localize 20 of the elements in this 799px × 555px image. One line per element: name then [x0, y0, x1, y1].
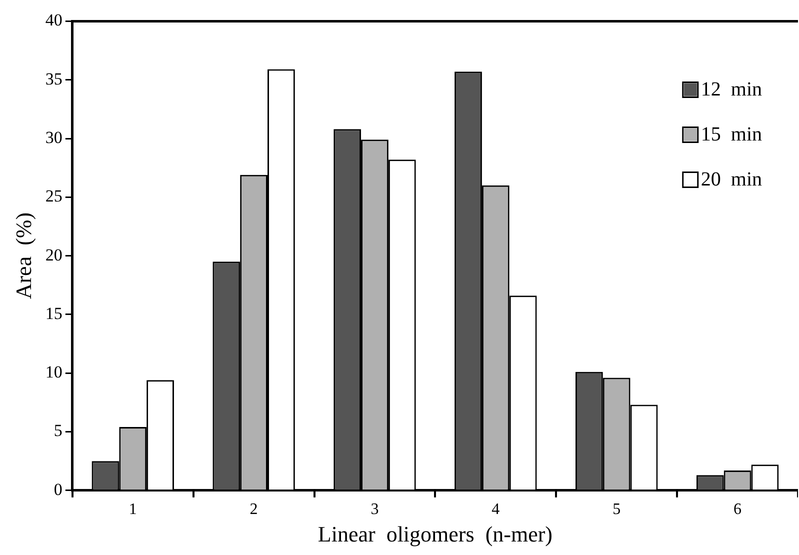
x-tick-label: 5: [612, 501, 621, 518]
x-tick-label: 4: [492, 501, 500, 518]
y-axis-title: Area (%): [10, 212, 36, 300]
y-tick-label: 30: [45, 128, 62, 147]
x-tick-label: 1: [128, 501, 137, 518]
legend-label: 12 min: [700, 78, 762, 100]
x-tick-label: 6: [734, 501, 742, 518]
x-tick-label: 3: [370, 501, 379, 518]
y-tick-label: 40: [45, 10, 62, 30]
legend-label: 20 min: [700, 168, 762, 190]
y-tick-label: 0: [54, 480, 62, 499]
y-tick-label: 10: [45, 362, 62, 382]
y-tick-label: 20: [45, 245, 62, 264]
y-tick-label: 15: [45, 304, 62, 323]
y-tick-label: 35: [45, 69, 62, 88]
y-tick-label: 25: [45, 186, 62, 206]
x-tick-label: 2: [250, 501, 258, 518]
legend-label: 15 min: [700, 123, 762, 146]
x-axis-title: Linear oligomers (n-mer): [318, 522, 552, 547]
y-tick-label: 5: [54, 421, 62, 440]
